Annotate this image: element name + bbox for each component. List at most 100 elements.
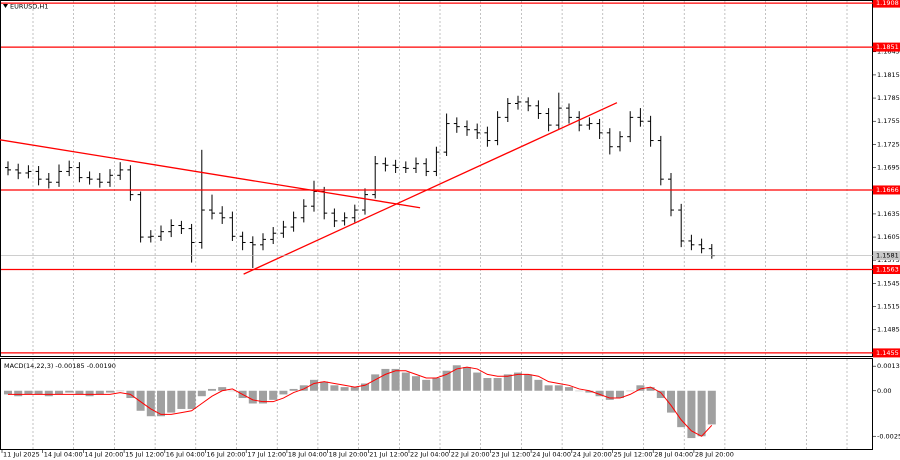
macd-bar — [646, 387, 655, 391]
macd-bar — [55, 390, 63, 395]
y-tick-label: 1.1755 — [877, 117, 900, 125]
macd-bar — [412, 376, 420, 391]
macd-bar — [401, 372, 410, 391]
macd-bar — [95, 390, 104, 395]
macd-bar — [656, 390, 665, 399]
macd-bar — [34, 390, 43, 395]
macd-bar — [269, 390, 278, 400]
macd-bar — [320, 381, 329, 391]
macd-bar — [106, 390, 114, 393]
macd-bar — [136, 390, 145, 411]
price-panel — [0, 0, 873, 357]
y-tick-label: 1.1515 — [877, 303, 900, 311]
macd-bar — [381, 368, 390, 391]
macd-bar — [605, 390, 614, 400]
level-box — [873, 185, 900, 195]
y-tick-label: 1.1545 — [877, 279, 900, 287]
x-tick-label: 28 Jul 04:00 — [654, 451, 693, 459]
macd-bar — [697, 390, 706, 437]
macd-bar — [707, 390, 716, 425]
y-tick-label: 1.1605 — [877, 233, 900, 241]
macd-title: MACD(14,22,3) -0.00185 -0.00190 — [4, 362, 116, 370]
macd-bar — [4, 390, 12, 395]
macd-bar — [595, 390, 604, 397]
macd-bar — [187, 390, 196, 409]
x-tick-label: 14 Jul 20:00 — [84, 451, 123, 459]
signal-line — [8, 366, 713, 437]
y-tick-label: 0.00 — [877, 387, 891, 395]
macd-bar — [677, 390, 686, 428]
x-tick-label: 22 Jul 20:00 — [451, 451, 490, 459]
macd-bar — [452, 365, 461, 391]
x-tick-label: 11 Jul 2025 — [3, 451, 40, 459]
y-tick-label: 0.00135 — [877, 362, 900, 370]
x-tick-label: 17 Jul 12:00 — [247, 451, 286, 459]
macd-panel — [0, 358, 873, 450]
symbol-title: EURUSD,H1 — [10, 3, 48, 11]
x-tick-label: 18 Jul 20:00 — [329, 451, 368, 459]
y-tick-label: 1.1635 — [877, 210, 900, 218]
x-tick-label: 24 Jul 04:00 — [532, 451, 571, 459]
level-box — [873, 265, 900, 275]
macd-bar — [554, 385, 563, 391]
macd-bar — [391, 368, 400, 391]
macd-bar — [442, 370, 451, 391]
macd-bar — [524, 374, 533, 391]
macd-bar — [289, 388, 298, 391]
macd-bar — [279, 390, 288, 395]
macd-bar — [330, 385, 339, 391]
level-box — [873, 0, 900, 8]
macd-bar — [493, 378, 502, 391]
bid-label: 1.1581 — [876, 252, 899, 260]
macd-bar — [14, 390, 23, 397]
x-tick-label: 21 Jul 12:00 — [369, 451, 408, 459]
macd-bar — [208, 388, 216, 391]
x-tick-label: 16 Jul 04:00 — [166, 451, 205, 459]
level-label: 1.1455 — [876, 349, 899, 357]
x-tick-label: 23 Jul 12:00 — [491, 451, 530, 459]
x-tick-label: 18 Jul 04:00 — [288, 451, 327, 459]
macd-bar — [350, 387, 359, 391]
macd-bar — [65, 390, 74, 393]
level-box — [873, 42, 900, 52]
macd-bar — [616, 390, 624, 399]
y-tick-label: 1.1845 — [877, 48, 900, 56]
level-label: 1.1851 — [876, 43, 899, 51]
macd-bar — [371, 374, 380, 391]
macd-bar — [167, 390, 176, 413]
macd-bar — [177, 390, 186, 409]
x-tick-label: 25 Jul 12:00 — [614, 451, 653, 459]
macd-bar — [483, 378, 492, 391]
macd-bar — [585, 390, 594, 393]
x-tick-label: 14 Jul 04:00 — [44, 451, 83, 459]
macd-bar — [544, 385, 553, 391]
y-tick-label: 1.1725 — [877, 140, 900, 148]
macd-bar — [503, 374, 512, 391]
macd-bar — [422, 379, 431, 391]
macd-bar — [24, 390, 33, 395]
bid-box — [873, 251, 900, 261]
macd-bar — [340, 387, 349, 391]
macd-bar — [218, 387, 227, 391]
macd-bar — [146, 390, 155, 417]
macd-bar — [44, 390, 53, 397]
y-tick-label: 1.1785 — [877, 94, 900, 102]
level-label: 1.1563 — [876, 266, 899, 274]
macd-bar — [361, 383, 369, 391]
macd-bar — [534, 379, 543, 391]
trend-line — [0, 139, 421, 209]
menu-triangle[interactable] — [3, 4, 8, 8]
level-box — [873, 348, 900, 358]
macd-bar — [565, 387, 573, 391]
macd-bar — [157, 390, 165, 417]
macd-bar — [636, 385, 645, 391]
y-tick-label: -0.0025 — [877, 432, 900, 440]
macd-bar — [687, 390, 696, 439]
macd-bar — [310, 379, 318, 391]
macd-bar — [197, 390, 206, 397]
macd-bar — [432, 378, 441, 391]
x-tick-label: 22 Jul 04:00 — [410, 451, 449, 459]
macd-bar — [259, 390, 267, 404]
